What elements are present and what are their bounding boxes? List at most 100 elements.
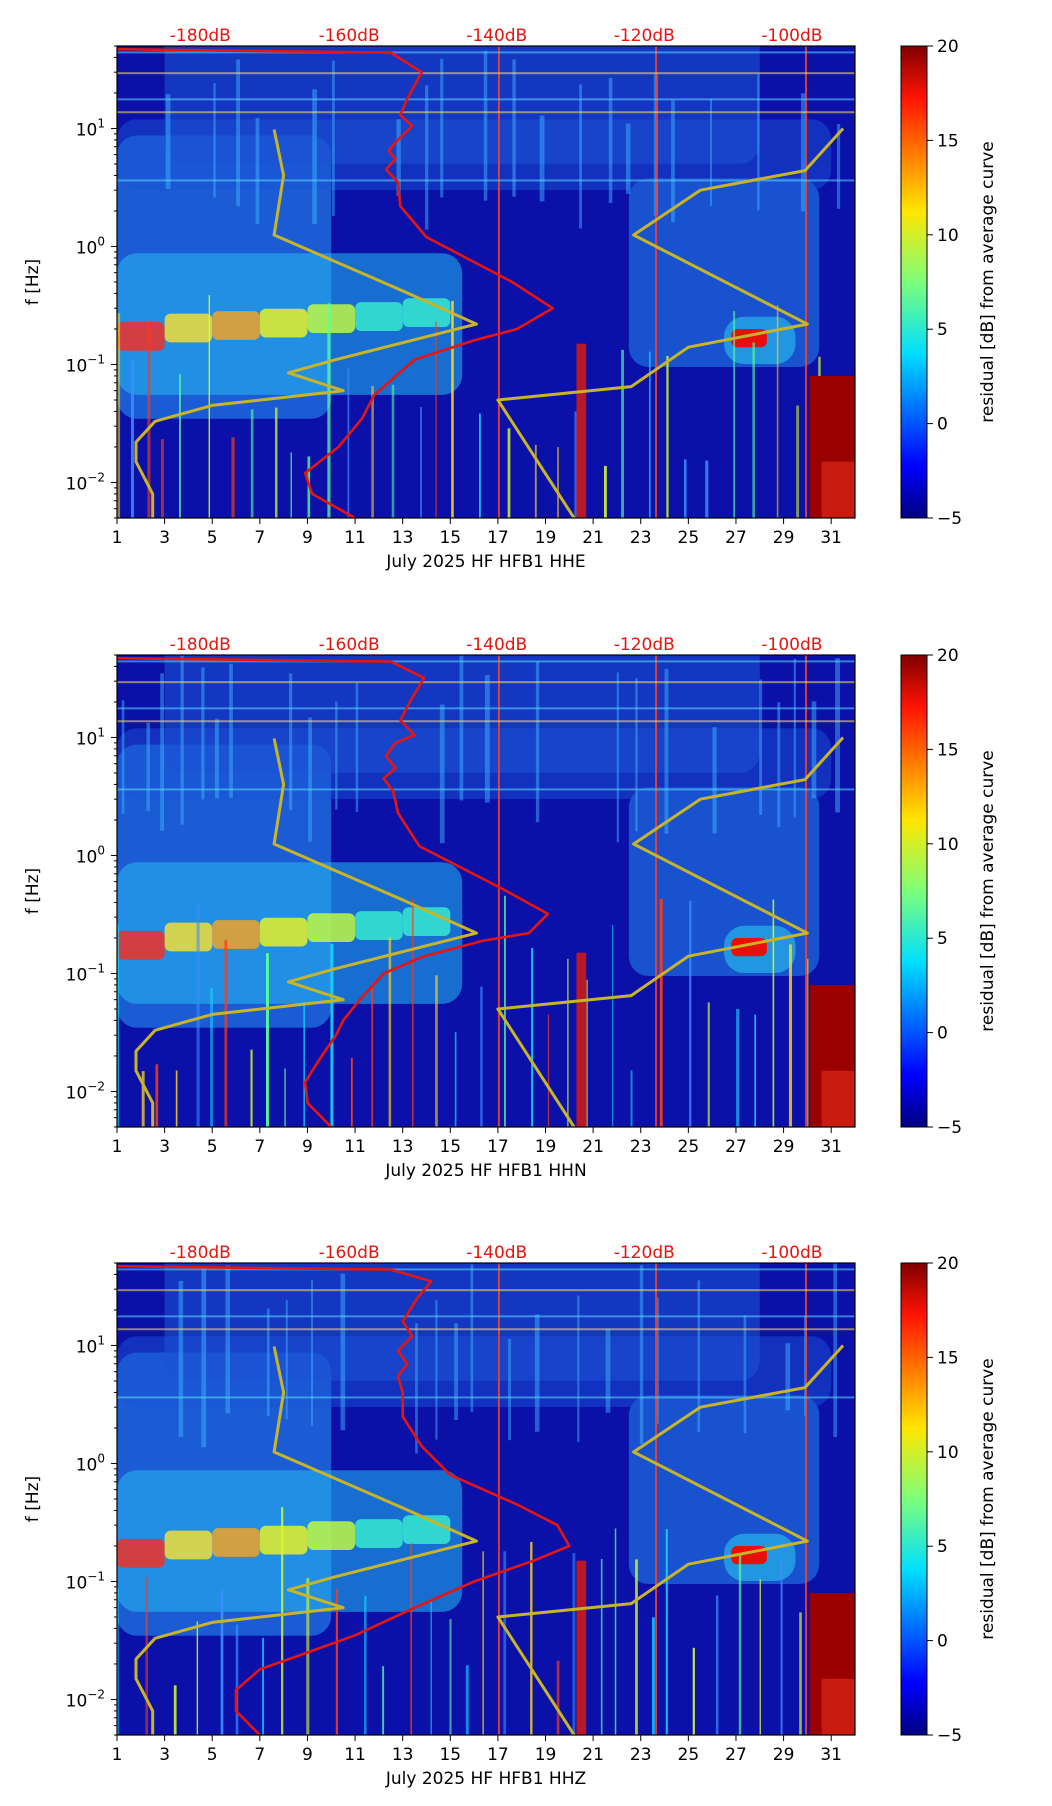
streak (738, 1553, 742, 1735)
streak (439, 704, 445, 844)
vertical-event (655, 655, 658, 1127)
db-scale-label: -180dB (170, 635, 231, 655)
streak (616, 672, 619, 843)
microseism-band-4 (259, 1525, 308, 1555)
streak (330, 943, 334, 1127)
colorbar-tick-label: 5 (937, 1537, 948, 1557)
streak (776, 305, 779, 518)
streak (759, 679, 763, 815)
streak (201, 667, 205, 800)
vertical-event (497, 655, 500, 1127)
x-tick-label: 15 (439, 1745, 461, 1765)
streak (772, 899, 775, 1127)
streak (743, 1315, 747, 1434)
streak (556, 1660, 560, 1735)
streak (621, 349, 624, 518)
reference-model-line (134, 1346, 478, 1735)
streak (835, 658, 840, 813)
x-tick-label: 9 (302, 1745, 313, 1765)
streak (512, 59, 516, 197)
x-tick-label: 3 (159, 528, 170, 548)
db-scale-label: -140dB (466, 26, 527, 46)
hf-stripe (117, 1315, 855, 1318)
microseism-band-6 (355, 1519, 403, 1548)
streak (484, 675, 490, 803)
x-tick-label: 27 (725, 1137, 747, 1157)
colorbar-tick-label: 5 (937, 929, 948, 949)
x-tick-label: 11 (344, 528, 366, 548)
microseism-band-5 (307, 304, 356, 334)
streak (780, 1559, 783, 1735)
streak (213, 83, 216, 198)
streak (430, 1600, 432, 1735)
hf-stripe (117, 1396, 855, 1399)
vertical-event (576, 952, 582, 1127)
streak (707, 1002, 710, 1127)
db-scale-label: -140dB (466, 1243, 527, 1263)
streak (411, 898, 414, 1127)
y-tick-label: 10−1 (66, 352, 105, 376)
x-tick-label: 29 (773, 1137, 795, 1157)
streak (303, 1002, 305, 1127)
microseism-band-6 (355, 302, 403, 331)
x-tick-label: 1 (112, 1137, 123, 1157)
streak (396, 119, 401, 197)
streak (327, 303, 331, 518)
hf-stripe (117, 720, 855, 723)
streak (335, 701, 338, 810)
streak (574, 411, 577, 518)
db-scale-label: -180dB (170, 1243, 231, 1263)
streak (201, 1266, 207, 1448)
streak (146, 722, 150, 812)
streak (388, 937, 392, 1127)
saturated-block (821, 1678, 855, 1735)
colorbar-tick-label: 0 (937, 1632, 948, 1652)
x-tick-label: 9 (302, 1137, 313, 1157)
colorbar-tick-label: 10 (937, 1443, 959, 1463)
microseism-band-2 (164, 1530, 213, 1560)
microseism-band-5 (307, 1521, 356, 1551)
streak (534, 444, 537, 518)
streak (649, 351, 651, 518)
streak (121, 700, 125, 814)
streak (355, 682, 359, 812)
streak (425, 85, 429, 230)
db-scale-label: -120dB (614, 26, 675, 46)
streak (175, 1070, 178, 1127)
microseism-band-6 (355, 911, 403, 940)
streak (235, 1624, 239, 1735)
streak (614, 1528, 617, 1735)
streak (671, 100, 675, 223)
x-tick-label: 11 (344, 1745, 366, 1765)
streak (179, 374, 181, 518)
x-tick-label: 19 (535, 528, 557, 548)
streak (415, 1323, 418, 1454)
x-tick-label: 5 (207, 1137, 218, 1157)
streak (382, 1666, 385, 1735)
streak (440, 58, 444, 198)
streak (308, 717, 312, 842)
streak (117, 1587, 119, 1735)
hf-stripe (117, 111, 855, 114)
x-tick-label: 9 (302, 528, 313, 548)
streak (340, 1273, 346, 1431)
y-tick-label: 101 (76, 725, 105, 749)
x-tick-label: 13 (392, 1137, 414, 1157)
streak (255, 117, 260, 225)
streak (530, 1541, 533, 1735)
vertical-event (805, 46, 808, 518)
hf-stripe (117, 1268, 855, 1271)
hf-stripe (117, 681, 855, 684)
vertical-event (581, 952, 587, 1127)
streak (371, 386, 374, 518)
y-tick-label: 10−2 (66, 470, 105, 494)
streak (697, 1280, 701, 1432)
streak (733, 311, 736, 518)
streak (503, 895, 506, 1127)
streak (117, 313, 121, 518)
streak (275, 407, 278, 518)
microseism-band-1 (117, 930, 165, 960)
streak (265, 953, 269, 1127)
x-tick-label: 25 (678, 1137, 700, 1157)
